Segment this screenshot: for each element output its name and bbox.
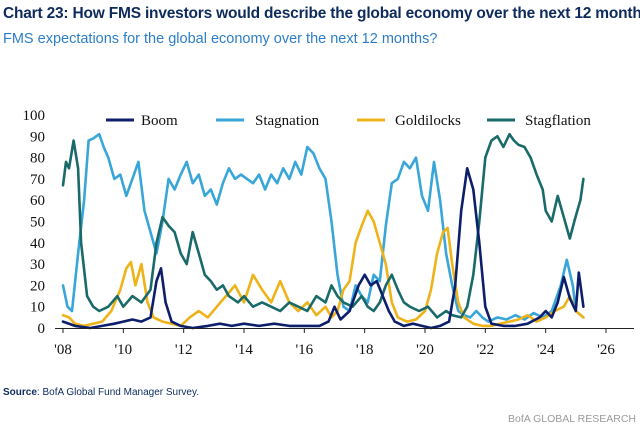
axes-layer: 0 10 20 30 40 50 60 70 80 90 100 '08 '10 '12 '14 '16 '18… <box>23 108 634 358</box>
x-tick-label: '26 <box>597 342 615 358</box>
y-tick-label: 60 <box>30 193 45 209</box>
chart-subtitle: FMS expectations for the global economy … <box>3 31 438 47</box>
y-tick-label: 80 <box>30 151 45 167</box>
series-line-stagflation <box>61 132 585 319</box>
x-tick-label: '14 <box>235 342 253 358</box>
y-tick-label: 40 <box>30 236 45 252</box>
chart-legend: Boom Stagnation Goldilocks Stagflation <box>106 113 591 129</box>
series-line-boom <box>61 167 585 330</box>
x-tick-label: '08 <box>54 342 72 358</box>
x-tick-label: '22 <box>476 342 494 358</box>
y-tick-label: 70 <box>30 172 45 188</box>
series-layer <box>61 132 585 330</box>
x-tick-label: '10 <box>114 342 132 358</box>
x-tick-label: '12 <box>175 342 193 358</box>
y-tick-label: 30 <box>30 257 45 273</box>
source-note: Source: BofA Global Fund Manager Survey. <box>3 387 199 398</box>
x-tick-label: '20 <box>416 342 434 358</box>
x-tick-label: '18 <box>356 342 374 358</box>
x-tick-label: '24 <box>537 342 555 358</box>
chart-title: Chart 23: How FMS investors would descri… <box>3 5 640 22</box>
source-text: : BofA Global Fund Manager Survey. <box>36 387 200 398</box>
brand-footer: BofA GLOBAL RESEARCH <box>508 413 636 425</box>
y-tick-label: 0 <box>38 321 46 337</box>
y-tick-label: 90 <box>30 129 45 145</box>
legend-label-boom: Boom <box>141 113 178 129</box>
series-line-stagnation <box>61 132 585 323</box>
y-tick-label: 50 <box>30 215 45 231</box>
source-label: Source <box>3 387 37 398</box>
series-line-goldilocks <box>61 209 585 328</box>
y-tick-label: 20 <box>30 278 45 294</box>
x-tick-label: '16 <box>295 342 313 358</box>
legend-label-goldilocks: Goldilocks <box>395 113 461 129</box>
y-tick-label: 100 <box>23 108 46 124</box>
y-tick-label: 10 <box>30 300 45 316</box>
legend-label-stagnation: Stagnation <box>255 113 320 129</box>
legend-label-stagflation: Stagflation <box>525 113 591 129</box>
